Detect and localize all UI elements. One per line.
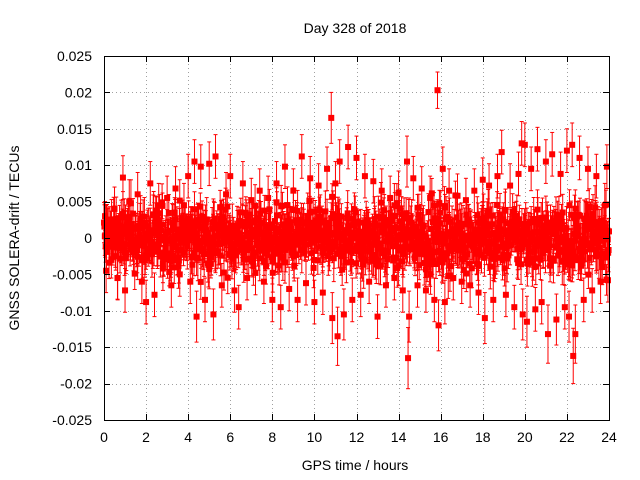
point-marker	[159, 202, 166, 209]
point-marker	[255, 223, 262, 230]
point-marker	[211, 215, 218, 222]
point-marker	[463, 270, 470, 277]
point-marker	[237, 209, 244, 216]
point-marker	[414, 204, 421, 211]
point-marker	[218, 218, 225, 225]
point-marker	[315, 237, 322, 244]
point-marker	[114, 238, 121, 245]
point-marker	[116, 255, 123, 262]
point-marker	[185, 215, 192, 222]
point-marker	[243, 212, 250, 219]
point-marker	[494, 201, 501, 208]
point-marker	[103, 219, 110, 226]
point-marker	[149, 247, 156, 254]
point-marker	[318, 218, 325, 225]
point-marker	[113, 215, 120, 222]
point-marker	[314, 257, 321, 264]
point-marker	[235, 238, 242, 245]
point-marker	[196, 242, 203, 249]
point-marker	[281, 259, 288, 266]
point-marker	[229, 222, 236, 229]
point-marker	[176, 226, 183, 233]
point-marker	[252, 202, 259, 209]
point-marker	[220, 269, 227, 276]
point-marker	[180, 229, 187, 236]
point-marker	[291, 262, 298, 269]
point-marker	[145, 247, 152, 254]
point-marker	[289, 233, 296, 240]
point-marker	[217, 252, 224, 259]
point-marker	[260, 235, 267, 242]
noise-point	[159, 192, 166, 220]
point-marker	[279, 202, 286, 209]
point-marker	[189, 261, 196, 268]
point-marker	[284, 202, 291, 209]
point-marker	[166, 268, 173, 275]
point-marker	[308, 222, 315, 229]
point-marker	[197, 278, 204, 285]
point-marker	[244, 247, 251, 254]
point-marker	[188, 254, 195, 261]
point-marker	[475, 262, 482, 269]
point-marker	[194, 255, 201, 262]
point-marker	[123, 241, 130, 248]
point-marker	[224, 203, 231, 210]
data-points	[101, 71, 612, 390]
point-marker	[312, 217, 319, 224]
point-marker	[266, 206, 273, 213]
point-marker	[271, 218, 278, 225]
point-marker	[233, 252, 240, 259]
point-marker	[322, 208, 329, 215]
point-marker	[178, 215, 185, 222]
point-marker	[165, 209, 172, 216]
point-marker	[250, 252, 257, 259]
point-marker	[130, 210, 137, 217]
point-marker	[310, 208, 317, 215]
point-marker	[102, 243, 109, 250]
point-marker	[191, 249, 198, 256]
point-marker	[257, 210, 264, 217]
point-marker	[220, 214, 227, 221]
point-marker	[204, 229, 211, 236]
point-marker	[256, 255, 263, 262]
point-marker	[199, 213, 206, 220]
point-marker	[167, 257, 174, 264]
point-marker	[169, 252, 176, 259]
point-marker	[324, 219, 331, 226]
point-marker	[255, 246, 262, 253]
point-marker	[441, 204, 448, 211]
point-marker	[274, 225, 281, 232]
point-marker	[191, 206, 198, 213]
point-marker	[169, 219, 176, 226]
point-marker	[239, 218, 246, 225]
point-marker	[200, 223, 207, 230]
point-marker	[131, 270, 138, 277]
point-marker	[420, 222, 427, 229]
point-marker	[188, 219, 195, 226]
point-marker	[175, 257, 182, 264]
point-marker	[224, 274, 231, 281]
point-marker	[279, 235, 286, 242]
point-marker	[269, 269, 276, 276]
point-marker	[158, 221, 165, 228]
point-marker	[305, 215, 312, 222]
point-marker	[276, 262, 283, 269]
point-marker	[437, 209, 444, 216]
point-marker	[284, 243, 291, 250]
point-marker	[217, 204, 224, 211]
point-marker	[121, 214, 128, 221]
noise-point	[224, 261, 231, 295]
point-marker	[153, 215, 160, 222]
point-marker	[176, 197, 183, 204]
chart-title: Day 328 of 2018	[304, 20, 407, 36]
point-marker	[197, 203, 204, 210]
point-marker	[171, 264, 178, 271]
point-marker	[141, 213, 148, 220]
point-marker	[294, 207, 301, 214]
point-marker	[247, 233, 254, 240]
point-marker	[139, 225, 146, 232]
